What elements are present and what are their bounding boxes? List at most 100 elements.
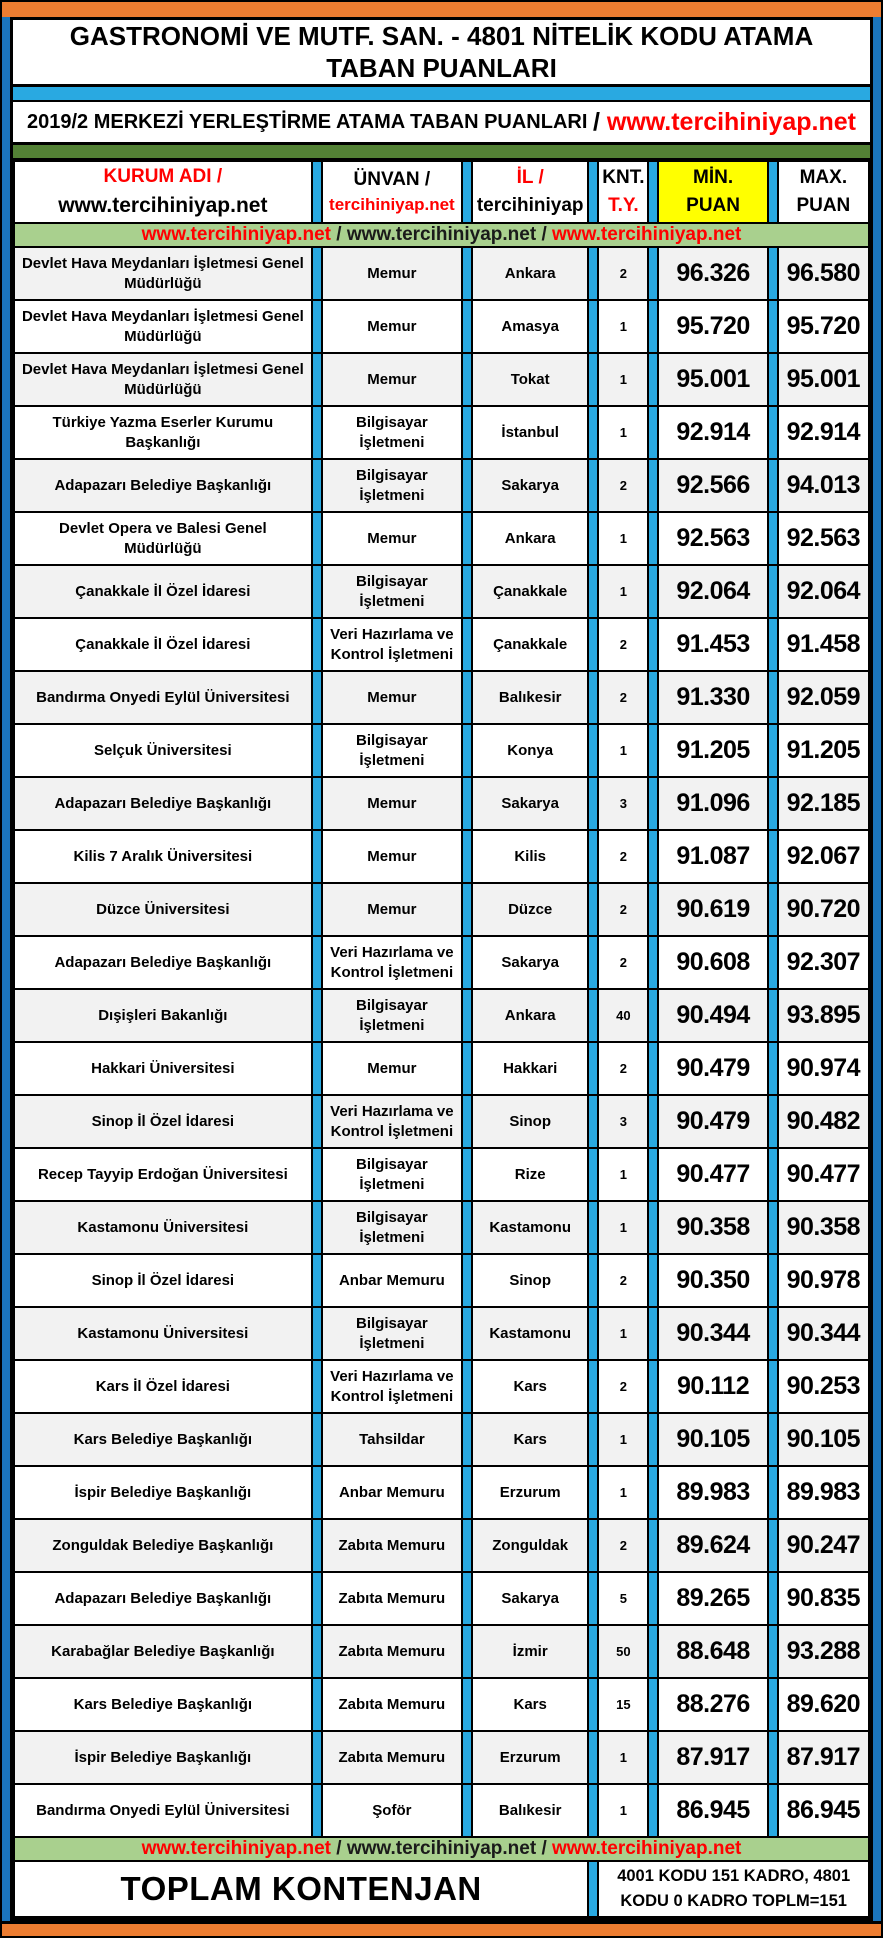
- column-separator: [647, 160, 660, 224]
- column-separator: [647, 1041, 660, 1096]
- column-separator: [461, 246, 474, 301]
- min-puan-cell: 90.608: [657, 935, 769, 990]
- column-separator: [310, 829, 323, 884]
- column-separator: [461, 617, 474, 672]
- subtitle-box: 2019/2 MERKEZİ YERLEŞTİRME ATAMA TABAN P…: [10, 100, 873, 145]
- column-separator: [310, 160, 323, 224]
- col-header-knt-line1: KNT.: [602, 167, 645, 189]
- table-row: Bandırma Onyedi Eylül Üniversitesi Şoför…: [13, 1783, 871, 1838]
- column-separator: [647, 1518, 660, 1573]
- total-label: TOPLAM KONTENJAN: [12, 1860, 590, 1918]
- min-puan-cell: 91.453: [657, 617, 769, 672]
- column-separator: [647, 988, 660, 1043]
- min-puan-cell: 90.477: [657, 1147, 769, 1202]
- column-separator: [461, 1094, 474, 1149]
- column-separator: [461, 882, 474, 937]
- column-separator: [310, 1518, 323, 1573]
- max-puan-cell: 91.458: [776, 617, 871, 672]
- max-puan-cell: 87.917: [776, 1730, 871, 1785]
- table-row: Hakkari Üniversitesi Memur Hakkari 2 90.…: [13, 1041, 871, 1096]
- min-puan-cell: 90.350: [657, 1253, 769, 1308]
- knt-cell: 3: [597, 1094, 650, 1149]
- knt-cell: 50: [597, 1624, 650, 1679]
- col-header-min-line1: MİN.: [693, 167, 734, 189]
- il-cell: Kastamonu: [471, 1306, 590, 1361]
- kurum-cell: Hakkari Üniversitesi: [13, 1041, 313, 1096]
- table-row: Selçuk Üniversitesi Bilgisayar İşletmeni…: [13, 723, 871, 778]
- il-cell: Kars: [471, 1412, 590, 1467]
- column-separator: [310, 1200, 323, 1255]
- column-separator: [647, 564, 660, 619]
- min-puan-cell: 92.563: [657, 511, 769, 566]
- column-separator: [766, 299, 779, 354]
- knt-cell: 1: [597, 564, 650, 619]
- col-header-unvan: ÜNVAN / tercihiniyap.net: [320, 160, 464, 224]
- column-separator: [587, 776, 600, 831]
- column-separator: [766, 458, 779, 513]
- kurum-cell: Adapazarı Belediye Başkanlığı: [13, 776, 313, 831]
- column-separator: [461, 511, 474, 566]
- col-header-max: MAX. PUAN: [776, 160, 871, 224]
- column-separator: [310, 246, 323, 301]
- green-divider-bar: [10, 145, 873, 158]
- kurum-cell: Kars Belediye Başkanlığı: [13, 1412, 313, 1467]
- kurum-cell: İspir Belediye Başkanlığı: [13, 1465, 313, 1520]
- column-separator: [461, 1518, 474, 1573]
- max-puan-cell: 90.253: [776, 1359, 871, 1414]
- col-header-max-line1: MAX.: [799, 167, 848, 189]
- column-separator: [310, 1359, 323, 1414]
- knt-cell: 2: [597, 882, 650, 937]
- unvan-cell: Memur: [320, 776, 464, 831]
- column-separator: [587, 1359, 600, 1414]
- table-row: Karabağlar Belediye Başkanlığı Zabıta Me…: [13, 1624, 871, 1679]
- page-title: GASTRONOMİ VE MUTF. SAN. - 4801 NİTELİK …: [10, 17, 873, 87]
- max-puan-cell: 92.185: [776, 776, 871, 831]
- min-puan-cell: 88.276: [657, 1677, 769, 1732]
- knt-cell: 2: [597, 670, 650, 725]
- site-url: www.tercihiniyap.net: [346, 224, 537, 245]
- il-cell: Kars: [471, 1359, 590, 1414]
- column-separator: [461, 564, 474, 619]
- knt-cell: 1: [597, 1306, 650, 1361]
- column-separator: [310, 564, 323, 619]
- max-puan-cell: 92.307: [776, 935, 871, 990]
- knt-cell: 1: [597, 1730, 650, 1785]
- il-cell: Ankara: [471, 511, 590, 566]
- column-separator: [647, 1571, 660, 1626]
- il-cell: Hakkari: [471, 1041, 590, 1096]
- column-separator: [766, 352, 779, 407]
- column-separator: [461, 1730, 474, 1785]
- table-row: Dışişleri Bakanlığı Bilgisayar İşletmeni…: [13, 988, 871, 1043]
- table-row: Sinop İl Özel İdaresi Anbar Memuru Sinop…: [13, 1253, 871, 1308]
- min-puan-cell: 90.112: [657, 1359, 769, 1414]
- il-cell: Rize: [471, 1147, 590, 1202]
- url-separator: /: [536, 1838, 553, 1859]
- column-separator: [647, 299, 660, 354]
- column-separator: [647, 352, 660, 407]
- column-separator: [310, 1412, 323, 1467]
- column-separator: [310, 1783, 323, 1838]
- kurum-cell: Kastamonu Üniversitesi: [13, 1200, 313, 1255]
- column-separator: [766, 1624, 779, 1679]
- max-puan-cell: 92.067: [776, 829, 871, 884]
- max-puan-cell: 95.720: [776, 299, 871, 354]
- column-separator: [587, 511, 600, 566]
- site-url: www.tercihiniyap.net: [346, 1838, 537, 1859]
- il-cell: İstanbul: [471, 405, 590, 460]
- kurum-cell: Sinop İl Özel İdaresi: [13, 1253, 313, 1308]
- unvan-cell: Veri Hazırlama ve Kontrol İşletmeni: [320, 1359, 464, 1414]
- kurum-cell: Düzce Üniversitesi: [13, 882, 313, 937]
- column-separator: [647, 1306, 660, 1361]
- column-separator: [587, 1041, 600, 1096]
- table-row: Kastamonu Üniversitesi Bilgisayar İşletm…: [13, 1306, 871, 1361]
- min-puan-cell: 90.494: [657, 988, 769, 1043]
- table-row: Düzce Üniversitesi Memur Düzce 2 90.619 …: [13, 882, 871, 937]
- column-separator: [461, 299, 474, 354]
- col-header-il-line2: tercihiniyap: [476, 195, 584, 216]
- unvan-cell: Zabıta Memuru: [320, 1730, 464, 1785]
- kurum-cell: Devlet Opera ve Balesi Genel Müdürlüğü: [13, 511, 313, 566]
- max-puan-cell: 90.477: [776, 1147, 871, 1202]
- kurum-cell: Bandırma Onyedi Eylül Üniversitesi: [13, 1783, 313, 1838]
- table-row: İspir Belediye Başkanlığı Zabıta Memuru …: [13, 1730, 871, 1785]
- column-separator: [310, 723, 323, 778]
